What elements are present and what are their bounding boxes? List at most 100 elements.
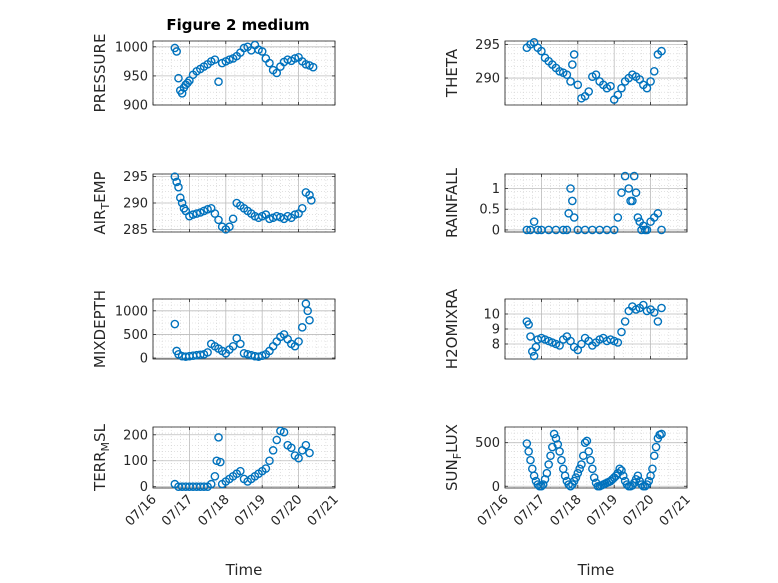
data-point [177, 198, 187, 208]
data-point [628, 196, 637, 206]
data-point [615, 464, 624, 474]
data-point [290, 210, 300, 219]
data-point [307, 196, 316, 205]
data-point [203, 348, 212, 357]
data-point [569, 50, 579, 59]
data-point [261, 464, 271, 473]
data-point [562, 70, 572, 79]
data-point [279, 427, 289, 437]
data-point [629, 171, 639, 181]
y-tick-label: 100 [123, 454, 148, 469]
data-point [577, 460, 586, 469]
data-point [225, 55, 234, 64]
y-axis-label: SUNFLUX [443, 424, 464, 491]
y-tick-label: 8 [492, 338, 500, 353]
data-point [196, 350, 205, 360]
data-point [212, 456, 221, 466]
x-axis-label: Time [577, 561, 615, 579]
data-point [268, 446, 278, 455]
data-point [624, 184, 634, 193]
data-point [555, 341, 564, 350]
data-point [657, 303, 666, 313]
data-point [265, 214, 274, 224]
figure-title: Figure 2 medium [166, 16, 309, 34]
subplot-2: 285 290 295 AIRTEMP [91, 170, 336, 238]
data-point [657, 46, 666, 56]
data-point [657, 429, 666, 439]
data-point [557, 455, 566, 465]
data-point [653, 209, 663, 218]
data-point [236, 339, 245, 349]
axes-box [152, 298, 336, 360]
subplot-4: 0 500 1000 MIXDEPTH [91, 290, 336, 368]
data-point [301, 59, 311, 69]
data-point [537, 46, 546, 56]
data-point [575, 464, 584, 474]
data-point [308, 62, 318, 72]
data-point [172, 47, 181, 56]
y-axis-label: PRESSURE [91, 34, 109, 113]
data-point [586, 455, 595, 465]
data-point [170, 319, 180, 329]
data-point [524, 320, 533, 329]
data-point [301, 440, 311, 450]
data-point [265, 456, 274, 466]
data-point [529, 217, 539, 226]
data-point [522, 439, 532, 448]
data-point [555, 447, 564, 456]
data-point [542, 468, 552, 478]
data-point [272, 435, 282, 445]
data-point [214, 433, 223, 442]
data-point [305, 190, 314, 200]
data-point [564, 209, 574, 218]
data-point [214, 215, 223, 225]
data-point [228, 341, 238, 351]
data-point [613, 338, 623, 347]
data-point [653, 317, 663, 326]
y-tick-label: 290 [123, 197, 148, 212]
data-point [546, 451, 555, 461]
data-point [254, 352, 263, 361]
data-point [228, 214, 238, 224]
data-point [617, 188, 626, 197]
data-point [225, 222, 234, 232]
data-point [236, 466, 245, 476]
data-point [276, 426, 285, 436]
y-tick-label: 295 [123, 170, 148, 185]
data-point [305, 315, 314, 325]
y-axis-label: TERRMSL [91, 423, 112, 492]
data-point [569, 213, 579, 222]
data-point [644, 476, 654, 486]
y-axis-label: H2OMIXRA [443, 288, 461, 369]
data-point [617, 327, 626, 337]
data-point [566, 336, 575, 346]
data-point [174, 73, 183, 83]
data-point [526, 332, 535, 341]
y-tick-label: 285 [123, 223, 148, 238]
subplot-0: 900 950 1000 PRESSURE [91, 34, 336, 114]
y-tick-label: 9 [492, 323, 500, 338]
data-point [206, 479, 216, 489]
data-point [170, 172, 180, 181]
data-point [174, 182, 183, 192]
data-point [216, 457, 225, 467]
data-point [613, 90, 623, 100]
data-point [538, 480, 548, 489]
data-point [290, 54, 300, 63]
y-tick-label: 10 [483, 308, 500, 323]
y-tick-label: 950 [123, 69, 148, 84]
data-point [203, 205, 212, 214]
data-point [617, 466, 626, 475]
subplot-1: 290 295 THETA [443, 38, 688, 106]
data-point [175, 193, 185, 203]
y-tick-label: 1 [492, 182, 500, 197]
data-point [524, 447, 533, 456]
data-point [562, 225, 572, 235]
y-axis-label: THETA [443, 48, 461, 98]
data-point [529, 471, 539, 481]
data-point [649, 67, 659, 76]
y-tick-label: 0 [492, 223, 500, 238]
data-point [533, 225, 543, 235]
data-point [637, 225, 646, 235]
data-point [639, 300, 648, 310]
